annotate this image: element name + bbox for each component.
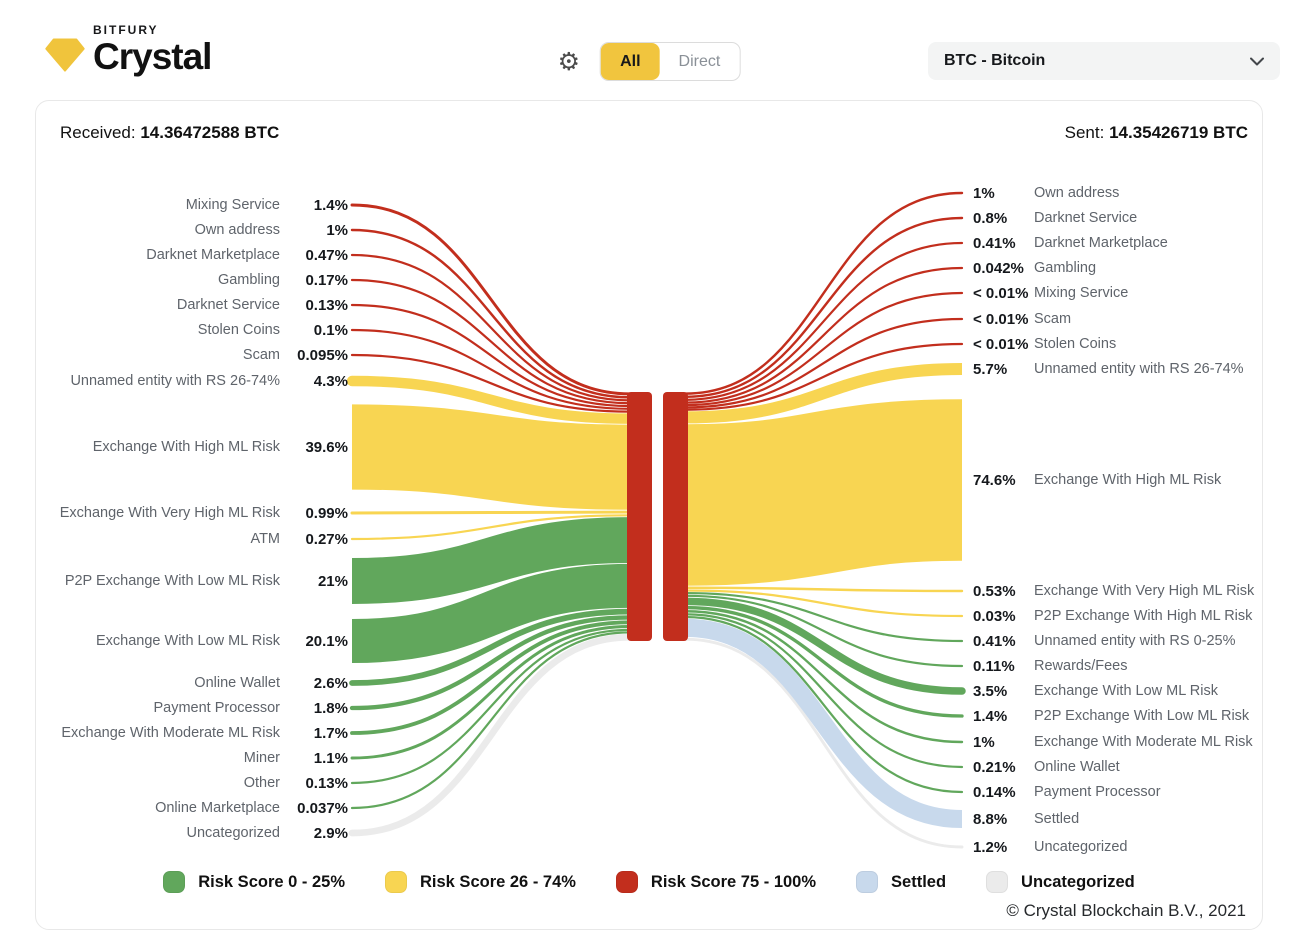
legend-item-settled[interactable]: Settled bbox=[856, 871, 946, 893]
brand-logo: BITFURY Crystal bbox=[45, 23, 212, 77]
legend-swatch-settled bbox=[856, 871, 879, 893]
flow-band[interactable] bbox=[683, 615, 964, 794]
currency-dropdown-value: BTC - Bitcoin bbox=[944, 52, 1046, 69]
flow-band[interactable] bbox=[350, 253, 632, 402]
flow-band[interactable] bbox=[683, 586, 964, 593]
received-value: 14.36472588 BTC bbox=[140, 123, 280, 142]
scope-toggle: All Direct bbox=[600, 42, 741, 81]
flow-band[interactable] bbox=[350, 303, 632, 408]
app-header: BITFURY Crystal ⚙ All Direct BTC - Bitco… bbox=[0, 0, 1298, 100]
brand-crystal-label: Crystal bbox=[93, 36, 212, 77]
flow-band[interactable] bbox=[346, 375, 636, 424]
legend-item-red[interactable]: Risk Score 75 - 100% bbox=[615, 871, 817, 893]
flow-band[interactable] bbox=[683, 216, 964, 399]
currency-dropdown[interactable]: BTC - Bitcoin bbox=[928, 42, 1280, 80]
flow-band[interactable] bbox=[683, 610, 964, 744]
flow-band[interactable] bbox=[683, 637, 964, 849]
flow-band[interactable] bbox=[350, 514, 632, 541]
risk-legend: Risk Score 0 - 25% Risk Score 26 - 74% Ris… bbox=[36, 871, 1262, 893]
crystal-gem-icon bbox=[45, 38, 85, 72]
legend-item-green[interactable]: Risk Score 0 - 25% bbox=[163, 871, 345, 893]
flow-band[interactable] bbox=[683, 291, 964, 407]
legend-swatch-green bbox=[163, 871, 186, 893]
legend-label: Risk Score 75 - 100% bbox=[650, 872, 817, 891]
flow-band[interactable] bbox=[350, 628, 632, 785]
flow-band[interactable] bbox=[351, 517, 631, 604]
legend-label: Uncategorized bbox=[1021, 872, 1135, 891]
legend-label: Risk Score 0 - 25% bbox=[198, 872, 345, 891]
flow-band[interactable] bbox=[351, 563, 631, 664]
center-node-bar-out[interactable] bbox=[663, 392, 688, 641]
flow-band[interactable] bbox=[684, 618, 963, 829]
flow-band[interactable] bbox=[684, 399, 963, 586]
flow-band[interactable] bbox=[683, 605, 964, 718]
flow-band[interactable] bbox=[350, 620, 632, 735]
flow-band[interactable] bbox=[683, 594, 964, 668]
flow-band[interactable] bbox=[350, 228, 632, 399]
flow-band[interactable] bbox=[350, 278, 632, 405]
flow-analysis-card: Received: 14.36472588 BTC Sent: 14.35426… bbox=[35, 100, 1263, 930]
flow-band[interactable] bbox=[683, 241, 964, 401]
flow-band[interactable] bbox=[350, 203, 632, 396]
copyright-text: © Crystal Blockchain B.V., 2021 bbox=[1006, 901, 1246, 920]
flow-band[interactable] bbox=[349, 615, 633, 711]
sent-summary: Sent: 14.35426719 BTC bbox=[1065, 123, 1248, 143]
legend-swatch-red bbox=[615, 871, 638, 893]
flow-band[interactable] bbox=[683, 342, 964, 411]
flow-band[interactable] bbox=[683, 589, 964, 618]
sankey-diagram bbox=[346, 191, 966, 849]
flow-band[interactable] bbox=[350, 631, 632, 810]
flow-band[interactable] bbox=[683, 317, 964, 409]
received-label: Received: bbox=[60, 123, 141, 142]
flow-band[interactable] bbox=[684, 362, 963, 424]
legend-label: Risk Score 26 - 74% bbox=[420, 872, 576, 891]
legend-swatch-uncategorized bbox=[986, 871, 1009, 893]
brand-bitfury-label: BITFURY bbox=[93, 23, 159, 37]
sent-label: Sent: bbox=[1064, 123, 1110, 142]
flow-band[interactable] bbox=[683, 266, 964, 404]
flow-band[interactable] bbox=[350, 510, 632, 515]
toggle-option-direct[interactable]: Direct bbox=[678, 52, 721, 70]
flow-band[interactable] bbox=[351, 404, 631, 510]
flow-band[interactable] bbox=[681, 597, 966, 695]
flow-band[interactable] bbox=[350, 353, 632, 413]
flow-band[interactable] bbox=[348, 633, 634, 837]
received-summary: Received: 14.36472588 BTC bbox=[60, 123, 279, 143]
chevron-down-icon bbox=[1250, 57, 1264, 65]
flow-band[interactable] bbox=[683, 613, 964, 769]
legend-item-yellow[interactable]: Risk Score 26 - 74% bbox=[385, 871, 576, 893]
center-node-bar-in[interactable] bbox=[627, 392, 652, 641]
flow-band[interactable] bbox=[683, 591, 964, 643]
legend-item-uncategorized[interactable]: Uncategorized bbox=[986, 871, 1135, 893]
flow-band[interactable] bbox=[683, 191, 964, 395]
legend-label: Settled bbox=[891, 872, 947, 891]
toggle-option-all[interactable]: All bbox=[601, 43, 660, 80]
flow-band[interactable] bbox=[349, 608, 633, 686]
sent-value: 14.35426719 BTC bbox=[1109, 123, 1248, 142]
flow-band[interactable] bbox=[350, 328, 632, 410]
settings-gear-icon[interactable]: ⚙ bbox=[557, 47, 581, 76]
legend-swatch-yellow bbox=[385, 871, 407, 893]
flow-band[interactable] bbox=[350, 625, 632, 760]
